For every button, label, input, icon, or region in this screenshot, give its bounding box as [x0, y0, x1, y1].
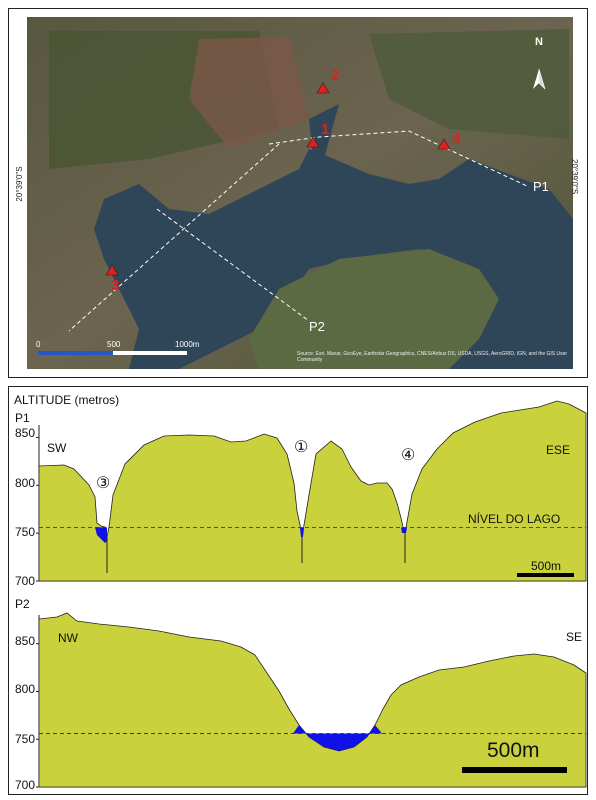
- p1-water-4: [401, 527, 407, 533]
- lake-water: [94, 149, 573, 369]
- marker-2: [316, 82, 330, 94]
- p1-terrain: [38, 400, 587, 582]
- forest-area-ne: [369, 29, 569, 139]
- p1-point-4-label: ④: [401, 447, 416, 464]
- p1-tick-800: 800: [15, 476, 36, 490]
- p1-point-3-label: ③: [96, 475, 111, 492]
- map-attribution: Source: Esri, Maxar, GeoEye, Earthstar G…: [297, 351, 568, 363]
- bare-soil-area: [189, 37, 309, 149]
- elevation-profiles: ALTITUDE (metros) P1 850 800 750 700 SW …: [8, 386, 588, 795]
- profile-label-p1: P1: [533, 179, 549, 194]
- peninsula: [249, 249, 499, 369]
- p1-tick-850: 850: [15, 426, 36, 440]
- p1-name: P1: [15, 411, 30, 425]
- p2-right-direction: SE: [566, 630, 583, 644]
- satellite-map: N 20°39'0"S 20°39'0"S 1 2 3 4 P1 P2 0 50…: [8, 8, 588, 378]
- north-label: N: [535, 36, 543, 48]
- point-label-4: 4: [452, 131, 461, 148]
- p2-scale-bar: [462, 767, 567, 773]
- scale-label-1000m: 1000m: [175, 340, 200, 349]
- lake-level-label: NÍVEL DO LAGO: [468, 512, 561, 526]
- lake-arm-north: [309, 104, 339, 169]
- p2-tick-800: 800: [15, 682, 36, 696]
- scale-label-500: 500: [107, 340, 121, 349]
- marker-1: [306, 136, 320, 148]
- point-label-2: 2: [331, 67, 340, 84]
- scale-label-0: 0: [36, 340, 41, 349]
- p2-tick-700: 700: [15, 778, 36, 792]
- marker-4: [437, 138, 451, 150]
- p1-water-1: [300, 527, 304, 537]
- latitude-label-left: 20°39'0"S: [15, 166, 24, 202]
- p1-left-direction: SW: [47, 441, 67, 455]
- p2-scale-label: 500m: [487, 739, 540, 762]
- marker-3: [105, 264, 119, 276]
- p1-tick-750: 750: [15, 525, 36, 539]
- p1-tick-700: 700: [15, 574, 36, 588]
- profiles-chart: [36, 400, 587, 788]
- p2-tick-850: 850: [15, 634, 36, 648]
- y-axis-title: ALTITUDE (metros): [14, 393, 120, 407]
- p2-water: [293, 725, 382, 751]
- scale-bar-second: [113, 351, 187, 355]
- profile-line-p2: [156, 208, 310, 322]
- p2-tick-750: 750: [15, 732, 36, 746]
- p1-right-direction: ESE: [546, 443, 571, 457]
- point-label-1: 1: [321, 121, 330, 138]
- profile-line-p1-sw: [68, 143, 280, 332]
- p1-water-3: [95, 527, 107, 543]
- satellite-image: [27, 17, 573, 369]
- p1-scale-bar: [517, 573, 574, 577]
- p1-point-1-label: ①: [294, 439, 309, 456]
- profile-label-p2: P2: [309, 319, 325, 334]
- latitude-label-right: 20°39'0"S: [570, 159, 579, 195]
- profile-line-p1: [268, 130, 530, 188]
- p2-name: P2: [15, 597, 30, 611]
- north-arrow-icon: [533, 68, 546, 90]
- p1-scale-label: 500m: [531, 559, 562, 573]
- scale-bar-first: [38, 351, 113, 355]
- p2-left-direction: NW: [58, 631, 78, 645]
- point-label-3: 3: [111, 277, 120, 294]
